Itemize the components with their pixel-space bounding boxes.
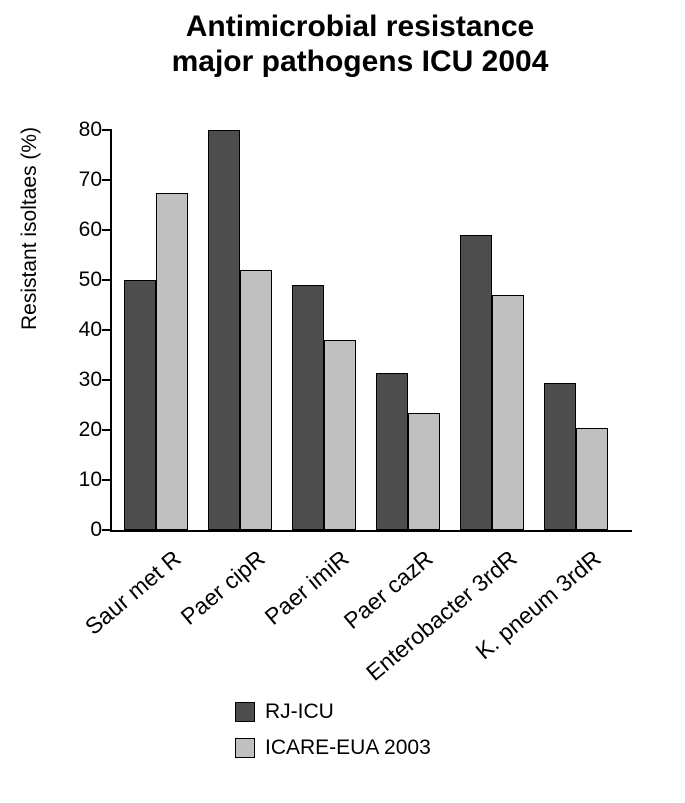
title-line-1: Antimicrobial resistance xyxy=(186,10,534,43)
bar xyxy=(544,383,576,531)
legend: RJ-ICU ICARE-EUA 2003 xyxy=(235,700,431,772)
bar xyxy=(292,285,324,530)
y-tick-label: 20 xyxy=(79,418,102,442)
y-tick-label: 50 xyxy=(79,268,102,292)
y-tick xyxy=(102,479,112,481)
y-tick xyxy=(102,129,112,131)
legend-item: RJ-ICU xyxy=(235,700,431,724)
y-tick-label: 70 xyxy=(79,168,102,192)
y-tick xyxy=(102,379,112,381)
y-tick-label: 80 xyxy=(79,118,102,142)
title-line-2: major pathogens ICU 2004 xyxy=(172,45,549,78)
y-tick-label: 30 xyxy=(79,368,102,392)
y-tick-label: 40 xyxy=(79,318,102,342)
legend-label: RJ-ICU xyxy=(265,700,334,724)
y-tick-label: 0 xyxy=(90,518,102,542)
x-category-label: K. pneum 3rdR xyxy=(436,545,607,694)
y-tick xyxy=(102,329,112,331)
bar xyxy=(124,280,156,530)
y-tick xyxy=(102,279,112,281)
bar xyxy=(460,235,492,530)
bar xyxy=(240,270,272,530)
bar xyxy=(324,340,356,530)
bar xyxy=(156,193,188,531)
legend-swatch xyxy=(235,702,255,722)
bar xyxy=(376,373,408,531)
plot-area: 01020304050607080 xyxy=(110,130,632,532)
chart-container: Antimicrobial resistance major pathogens… xyxy=(0,0,685,803)
chart-title: Antimicrobial resistance major pathogens… xyxy=(60,10,660,79)
y-tick xyxy=(102,529,112,531)
y-tick xyxy=(102,429,112,431)
y-tick-label: 60 xyxy=(79,218,102,242)
y-axis-label: Resistant isoltaes (%) xyxy=(18,127,42,330)
legend-swatch xyxy=(235,738,255,758)
y-tick xyxy=(102,229,112,231)
y-tick-label: 10 xyxy=(79,468,102,492)
bar xyxy=(492,295,524,530)
bar xyxy=(208,130,240,530)
legend-item: ICARE-EUA 2003 xyxy=(235,736,431,760)
legend-label: ICARE-EUA 2003 xyxy=(265,736,431,760)
bar xyxy=(576,428,608,531)
y-tick xyxy=(102,179,112,181)
bar xyxy=(408,413,440,531)
